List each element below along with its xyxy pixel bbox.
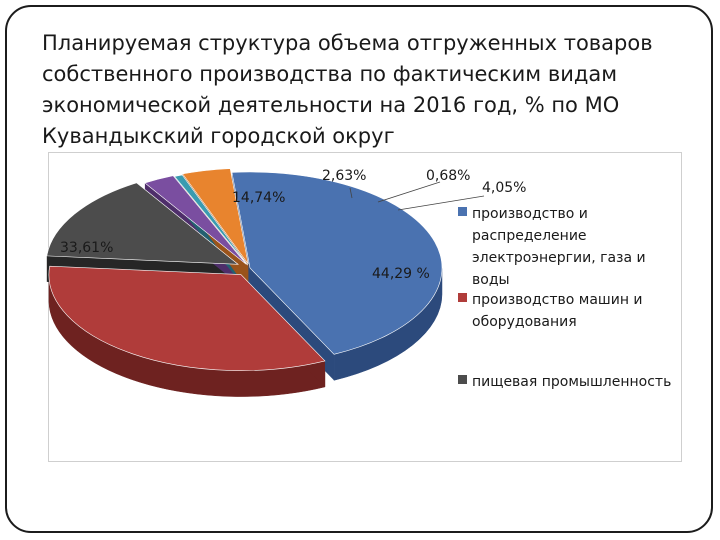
slide-title: Планируемая структура объема отгруженных… [42, 31, 653, 148]
pie-slice-3 [144, 175, 247, 265]
legend-label-0: производство и распределение электроэнер… [472, 206, 646, 288]
legend-label-2: пищевая промышленность [472, 374, 672, 390]
data-label-3: 2,63% [322, 168, 366, 184]
data-label-2: 14,74% [232, 190, 285, 206]
pie-slice-5 [182, 168, 249, 265]
data-label-0: 44,29 % [372, 266, 430, 282]
legend-swatch-1 [458, 293, 467, 302]
leader-line-3 [349, 187, 353, 199]
pie-slice-0 [231, 171, 443, 355]
leader-line-5 [397, 195, 485, 211]
pie-slice-2 [46, 182, 239, 265]
pie-slice-1 [48, 265, 326, 371]
pie-slice-4 [174, 174, 249, 266]
leader-line-4 [377, 181, 441, 203]
data-label-1: 33,61% [60, 240, 113, 256]
data-label-4: 0,68% [426, 168, 470, 184]
data-label-5: 4,05% [482, 180, 526, 196]
legend-swatch-2 [458, 375, 467, 384]
legend-label-1: производство машин и оборудования [472, 292, 643, 330]
legend-swatch-0 [458, 207, 467, 216]
